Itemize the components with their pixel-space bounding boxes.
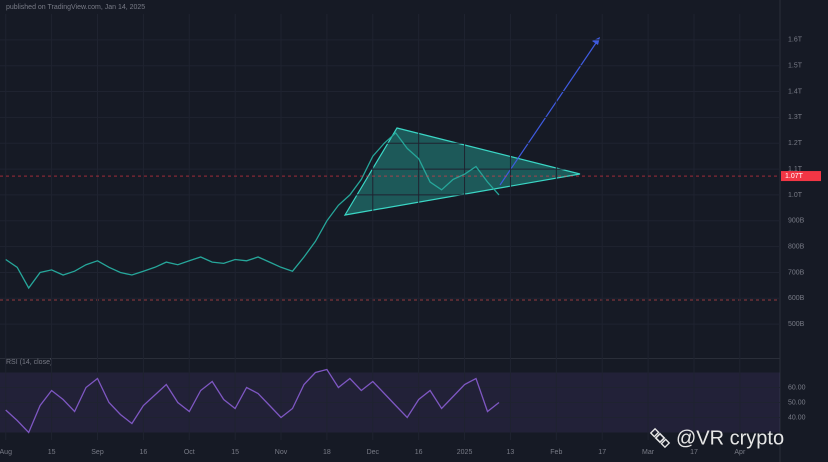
y-tick-label: 900B	[788, 218, 805, 225]
series-line	[5, 368, 500, 434]
last-price-label: 1.07T	[785, 173, 804, 180]
x-tick-label: 15	[48, 449, 56, 456]
x-tick-label: 15	[231, 449, 239, 456]
y-tick-label: 40.00	[788, 414, 806, 421]
y-tick-label: 500B	[788, 321, 805, 328]
y-tick-label: 1.3T	[788, 114, 803, 121]
y-tick-label: 1.1T	[788, 166, 803, 173]
x-tick-label: Dec	[367, 449, 380, 456]
watermark: @VR crypto	[676, 427, 784, 449]
y-tick-label: 1.0T	[788, 192, 803, 199]
y-tick-label: 1.2T	[788, 140, 803, 147]
series-line	[5, 131, 500, 290]
y-tick-label: 800B	[788, 243, 805, 250]
y-tick-label: 50.00	[788, 399, 806, 406]
x-tick-label: 17	[598, 449, 606, 456]
x-tick-label: 18	[323, 449, 331, 456]
x-tick-label: Feb	[550, 449, 562, 456]
watermark-group: @VR crypto	[649, 427, 784, 449]
x-tick-label: 2025	[457, 449, 473, 456]
attribution: published on TradingView.com, Jan 14, 20…	[6, 4, 145, 11]
pane-title: RSI (14, close)	[6, 359, 52, 366]
arrow-head	[592, 37, 600, 45]
last-price-tag	[781, 171, 821, 182]
y-tick-label: 700B	[788, 269, 805, 276]
y-tick-label: 1.4T	[788, 88, 803, 95]
x-tick-label: Mar	[642, 449, 655, 456]
y-tick-label: 1.5T	[788, 63, 803, 70]
y-tick-label: 600B	[788, 295, 805, 302]
pane-separator	[0, 358, 780, 359]
x-tick-label: Aug	[0, 449, 12, 456]
x-tick-label: 16	[415, 449, 423, 456]
x-tick-label: Sep	[91, 449, 104, 456]
logo	[649, 427, 671, 449]
projection-arrow	[499, 39, 599, 186]
x-tick-label: Apr	[734, 449, 746, 456]
x-tick-label: 17	[690, 449, 698, 456]
x-tick-label: 16	[139, 449, 147, 456]
y-tick-label: 60.00	[788, 384, 806, 391]
y-tick-label: 1.6T	[788, 37, 803, 44]
x-tick-label: 13	[507, 449, 515, 456]
x-tick-label: Oct	[184, 449, 195, 456]
x-tick-label: Nov	[275, 449, 288, 456]
